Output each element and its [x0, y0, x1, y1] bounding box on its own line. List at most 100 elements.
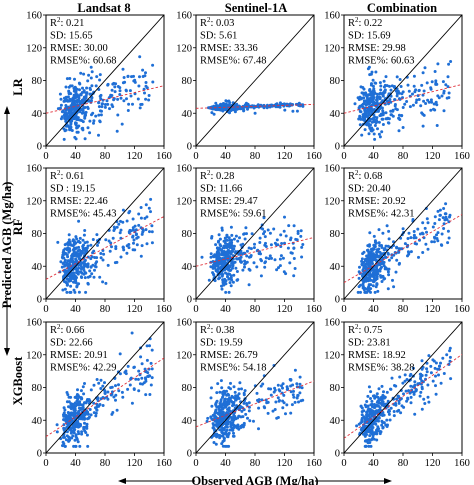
scatter-point	[301, 243, 305, 246]
scatter-point	[73, 290, 77, 294]
scatter-point	[367, 132, 371, 136]
scatter-point	[378, 81, 382, 85]
scatter-point	[231, 266, 234, 270]
scatter-point	[82, 268, 86, 272]
y-tick-label: 160	[26, 318, 42, 329]
scatter-point	[61, 444, 64, 448]
scatter-point	[371, 284, 375, 288]
scatter-point	[387, 102, 390, 106]
scatter-point	[95, 75, 99, 79]
scatter-point	[63, 97, 67, 101]
scatter-point	[420, 387, 424, 391]
scatter-point	[372, 437, 376, 441]
scatter-point	[442, 222, 446, 226]
x-tick-label: 40	[70, 458, 81, 469]
scatter-point	[365, 433, 369, 436]
scatter-point	[211, 271, 215, 275]
scatter-point	[380, 395, 383, 399]
y-arrow-down-head	[4, 348, 10, 356]
scatter-point	[381, 123, 385, 126]
scatter-point	[86, 444, 90, 448]
scatter-point	[141, 68, 145, 72]
y-tick-label: 80	[32, 229, 43, 240]
stat-rmse-percent: RMSE%: 38.28	[348, 363, 415, 374]
scatter-point	[380, 244, 383, 247]
scatter-point	[395, 75, 399, 79]
scatter-point	[144, 393, 148, 397]
scatter-point	[229, 425, 233, 428]
scatter-point	[75, 436, 79, 440]
scatter-point	[88, 399, 92, 403]
scatter-point	[224, 241, 227, 245]
scatter-point	[86, 255, 90, 259]
scatter-point	[356, 290, 360, 294]
stat-rmse: RMSE: 26.79	[200, 350, 258, 361]
scatter-point	[422, 89, 426, 93]
scatter-point	[74, 259, 78, 262]
scatter-point	[79, 270, 83, 274]
scatter-point	[382, 395, 386, 399]
scatter-point	[363, 117, 367, 121]
scatter-point	[292, 389, 295, 393]
scatter-point	[147, 94, 151, 97]
scatter-point	[55, 430, 59, 434]
scatter-point	[70, 256, 74, 260]
scatter-point	[230, 400, 234, 404]
scatter-point	[358, 123, 362, 127]
scatter-point	[378, 135, 382, 139]
scatter-point	[77, 239, 81, 243]
scatter-point	[261, 382, 265, 386]
scatter-point	[242, 232, 246, 236]
scatter-point	[89, 243, 93, 247]
scatter-point	[95, 256, 99, 260]
scatter-point	[132, 74, 135, 78]
x-tick-label: 0	[43, 458, 48, 469]
y-tick-label: 0	[335, 142, 340, 153]
scatter-point	[440, 243, 444, 247]
scatter-point	[97, 113, 101, 117]
scatter-point	[118, 93, 122, 96]
scatter-point	[223, 422, 227, 426]
scatter-point	[283, 215, 286, 219]
scatter-point	[226, 275, 229, 279]
scatter-point	[231, 108, 235, 112]
scatter-point	[359, 110, 363, 114]
scatter-point	[76, 130, 80, 134]
scatter-point	[393, 98, 397, 102]
scatter-point	[248, 419, 252, 423]
scatter-point	[103, 391, 107, 395]
scatter-point	[129, 94, 133, 98]
scatter-point	[63, 413, 67, 417]
scatter-point	[249, 105, 253, 109]
stat-rmse: RMSE: 29.47	[200, 196, 258, 207]
scatter-point	[355, 424, 359, 428]
y-tick-label: 40	[182, 262, 193, 273]
scatter-point	[434, 100, 438, 104]
scatter-point	[86, 262, 90, 266]
scatter-point	[384, 244, 388, 248]
scatter-point	[401, 126, 405, 129]
scatter-point	[218, 436, 222, 440]
scatter-point	[367, 409, 371, 412]
scatter-point	[423, 226, 427, 230]
scatter-point	[73, 407, 77, 411]
stat-rmse: RMSE: 18.92	[348, 350, 406, 361]
scatter-point	[94, 84, 98, 88]
scatter-point	[378, 398, 382, 402]
scatter-point	[221, 392, 225, 396]
scatter-point	[86, 275, 90, 279]
scatter-point	[397, 399, 401, 403]
scatter-point	[120, 122, 124, 126]
scatter-point	[118, 372, 122, 376]
scatter-point	[78, 88, 81, 92]
scatter-point	[78, 257, 82, 261]
scatter-point	[91, 263, 95, 267]
scatter-point	[89, 388, 93, 392]
scatter-point	[442, 109, 446, 113]
scatter-point	[67, 439, 71, 442]
scatter-point	[429, 108, 433, 112]
scatter-point	[431, 225, 435, 229]
scatter-point	[275, 268, 279, 272]
scatter-point	[213, 253, 217, 257]
